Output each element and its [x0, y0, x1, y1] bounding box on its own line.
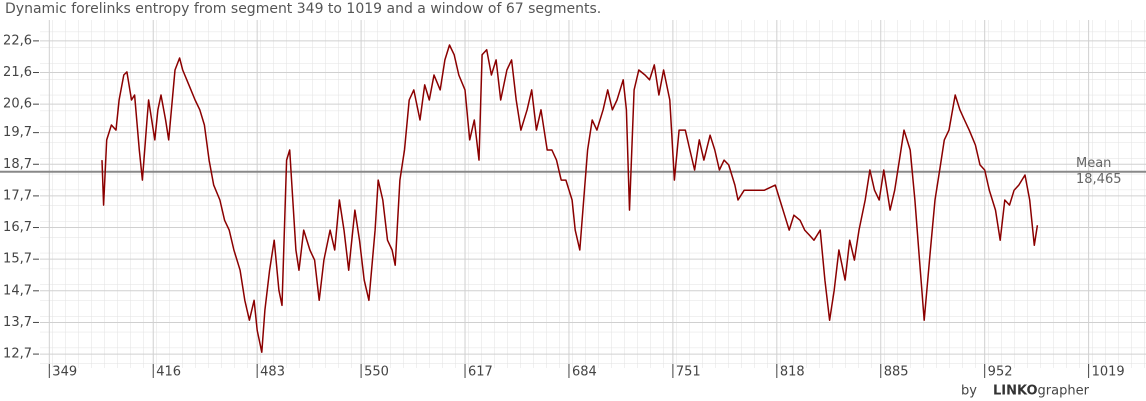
x-tick-label: 483 — [260, 365, 285, 380]
footer-by: by — [961, 384, 977, 399]
y-tick-label: 19,7 — [3, 125, 32, 140]
footer-brand-rest: grapher — [1038, 384, 1090, 399]
y-tick-label: 17,7 — [3, 188, 32, 203]
mean-label: Mean — [1076, 156, 1111, 171]
y-tick-label: 14,7 — [3, 283, 32, 298]
footer-brand-bold: LINKO — [993, 384, 1038, 399]
y-tick-label: 22,6 — [3, 33, 32, 48]
plot-grid — [40, 20, 1146, 368]
y-tick-label: 16,7 — [3, 220, 32, 235]
x-tick-label: 617 — [468, 365, 493, 380]
y-tick-label: 21,6 — [3, 65, 32, 80]
x-tick-label: 550 — [364, 365, 389, 380]
x-tick-label: 1019 — [1092, 365, 1125, 380]
x-tick-label: 952 — [988, 365, 1013, 380]
footer: by LINKO grapher — [961, 384, 1090, 399]
mean-value-label: 18,465 — [1076, 172, 1122, 187]
y-tick-label: 12,7 — [3, 347, 32, 362]
x-tick-label: 349 — [52, 365, 77, 380]
x-tick-label: 751 — [676, 365, 701, 380]
chart-title: Dynamic forelinks entropy from segment 3… — [5, 1, 601, 17]
x-tick-label: 885 — [884, 365, 909, 380]
y-tick-label: 15,7 — [3, 252, 32, 267]
y-tick-label: 18,7 — [3, 157, 32, 172]
x-tick-label: 818 — [780, 365, 805, 380]
data-line — [101, 44, 1039, 353]
x-tick-label: 684 — [572, 365, 597, 380]
y-tick-label: 13,7 — [3, 315, 32, 330]
x-tick-label: 416 — [156, 365, 181, 380]
y-tick-label: 20,6 — [3, 97, 32, 112]
